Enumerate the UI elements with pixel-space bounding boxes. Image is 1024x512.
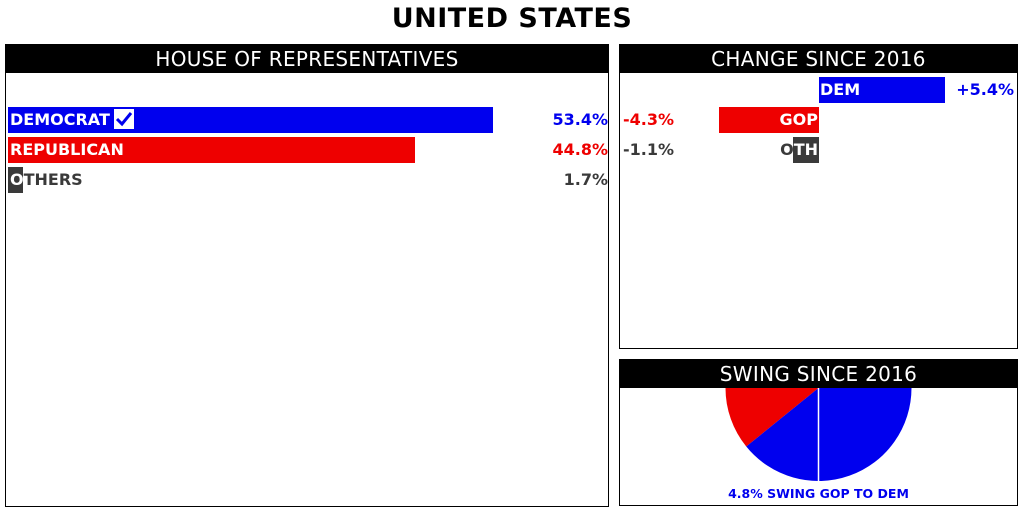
checkmark-icon — [113, 109, 134, 129]
page-title: UNITED STATES — [391, 3, 633, 34]
change-bar-gop — [718, 107, 819, 133]
house-label-republican: REPUBLICAN — [10, 140, 124, 159]
house-bar-democrat — [8, 107, 494, 133]
swing-caption: 4.8% SWING GOP TO DEM — [728, 486, 909, 501]
change-row-oth: OTH -1.1% — [620, 137, 1017, 163]
house-bar-others — [8, 167, 24, 193]
house-bar-republican — [8, 137, 416, 163]
swing-gauge — [725, 388, 912, 481]
swing-gop-slice — [725, 388, 819, 447]
change-label-oth: OTH — [780, 140, 818, 159]
house-value-others: 1.7% — [563, 170, 608, 189]
change-bar-dem — [819, 77, 945, 103]
change-label-gop: GOP — [779, 110, 818, 129]
swing-dem-slice — [746, 388, 912, 481]
house-value-democrat: 53.4% — [552, 110, 608, 129]
house-row-others: OTHERS 1.7% — [8, 167, 608, 193]
house-label-democrat: DEMOCRAT — [10, 110, 110, 129]
change-value-dem: +5.4% — [956, 80, 1014, 99]
swing-panel: SWING SINCE 2016 4.8% SWING GOP TO DEM — [619, 359, 1018, 506]
house-row-democrat: DEMOCRAT 53.4% — [8, 107, 608, 133]
house-value-republican: 44.8% — [552, 140, 608, 159]
house-label-others: OTHERS — [10, 170, 83, 189]
change-panel-title: CHANGE SINCE 2016 — [620, 45, 1017, 73]
house-panel-title: HOUSE OF REPRESENTATIVES — [6, 45, 608, 73]
change-value-gop: -4.3% — [623, 110, 675, 129]
change-panel: CHANGE SINCE 2016 DEM +5.4% GOP -4.3% OT… — [619, 44, 1018, 349]
house-row-republican: REPUBLICAN 44.8% — [8, 137, 608, 163]
change-row-dem: DEM +5.4% — [620, 77, 1017, 103]
change-label-dem: DEM — [820, 80, 861, 99]
change-value-oth: -1.1% — [623, 140, 675, 159]
change-row-gop: GOP -4.3% — [620, 107, 1017, 133]
house-panel: HOUSE OF REPRESENTATIVES DEMOCRAT 53.4% … — [5, 44, 609, 507]
swing-panel-title: SWING SINCE 2016 — [620, 360, 1017, 388]
change-bar-oth — [793, 137, 819, 163]
